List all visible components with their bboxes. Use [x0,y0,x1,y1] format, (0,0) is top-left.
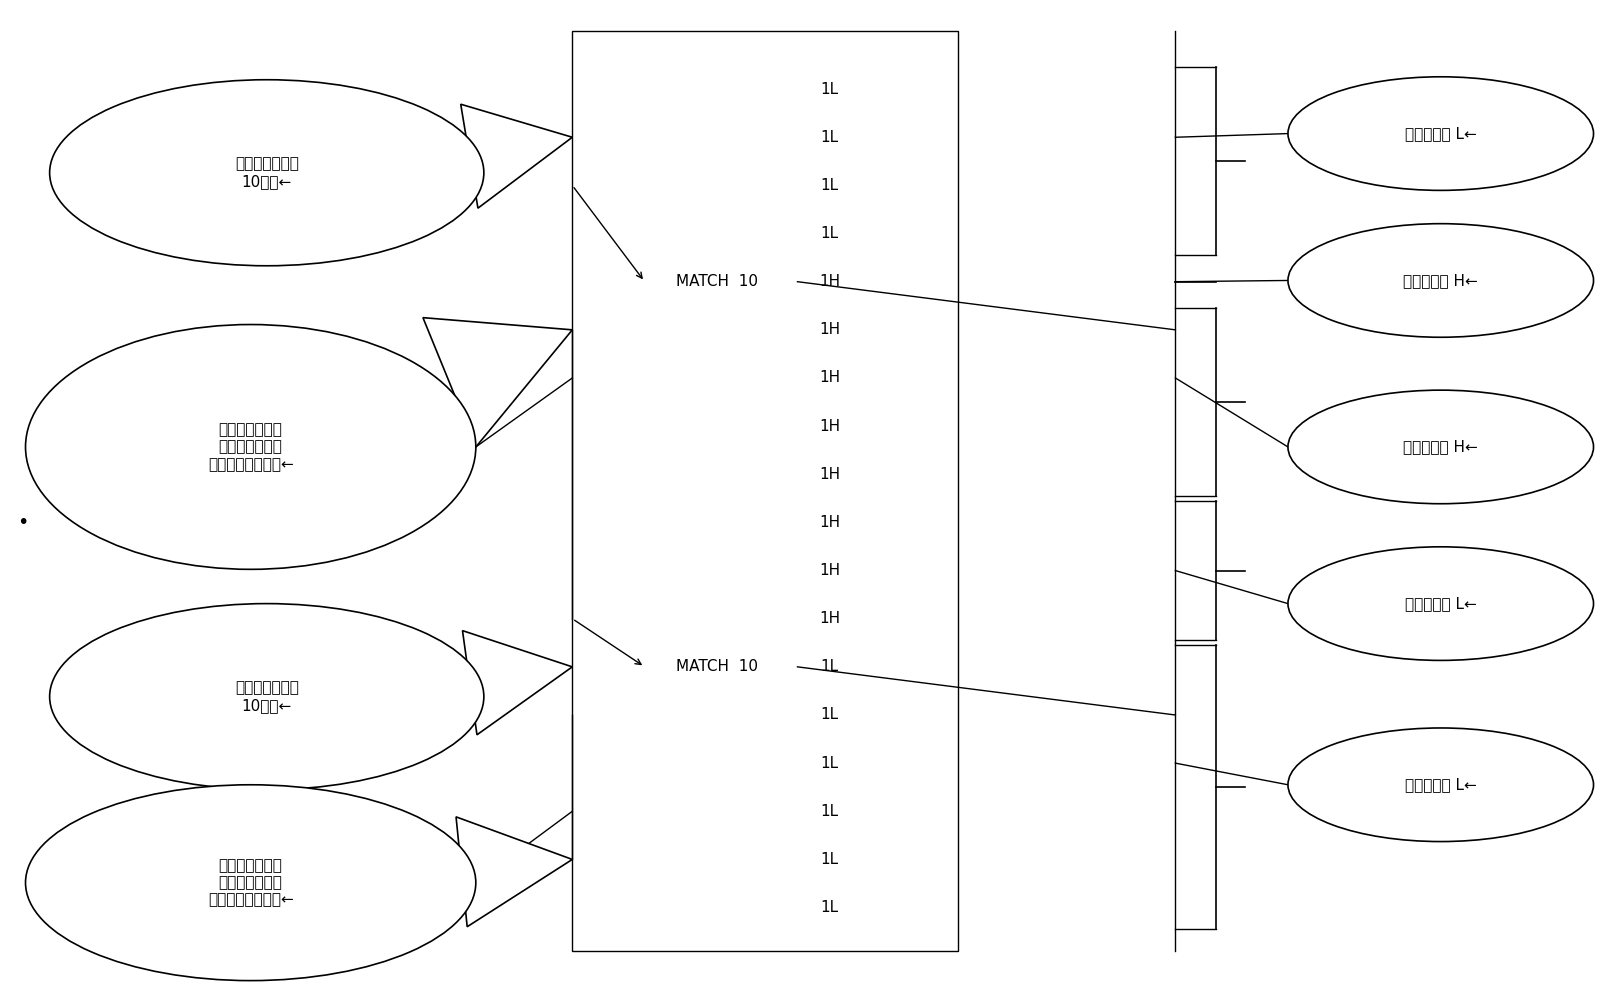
Text: 如果匹配到低电
压，就继续向下
执行；否则中止。←: 如果匹配到低电 压，就继续向下 执行；否则中止。← [208,858,293,907]
Text: 1L: 1L [820,659,839,675]
Text: 1L: 1L [820,226,839,241]
Polygon shape [1295,437,1303,458]
Ellipse shape [1287,224,1593,337]
Ellipse shape [1287,728,1593,842]
Text: 1H: 1H [818,322,841,338]
Ellipse shape [1287,77,1593,191]
Ellipse shape [26,324,475,570]
Ellipse shape [50,604,483,790]
Text: •: • [18,513,29,532]
Text: 比较高电平 H←: 比较高电平 H← [1403,439,1479,455]
Text: 1L: 1L [820,130,839,144]
Text: 1H: 1H [818,611,841,627]
Text: 1L: 1L [820,82,839,96]
Bar [572,30,959,952]
Polygon shape [424,317,572,447]
Polygon shape [1295,270,1303,291]
Text: 1H: 1H [818,563,841,578]
Text: 1L: 1L [820,755,839,771]
Text: MATCH  10: MATCH 10 [677,274,759,289]
Text: 1H: 1H [818,466,841,482]
Ellipse shape [50,80,483,266]
Polygon shape [462,630,572,735]
Text: MATCH  10: MATCH 10 [677,659,759,675]
Ellipse shape [26,785,475,981]
Text: 1L: 1L [820,804,839,819]
Text: 比较低电平 L←: 比较低电平 L← [1405,126,1477,141]
Polygon shape [1295,593,1303,614]
Text: 1L: 1L [820,707,839,723]
Text: 1L: 1L [820,178,839,192]
Text: 比较低电平 L←: 比较低电平 L← [1405,778,1477,792]
Ellipse shape [1287,547,1593,661]
Text: 匹配低电平 L←: 匹配低电平 L← [1405,596,1477,611]
Text: 1L: 1L [820,852,839,867]
Polygon shape [1295,775,1303,795]
Text: 匹配指令，匹配
10次。←: 匹配指令，匹配 10次。← [235,681,298,713]
Text: 1H: 1H [818,418,841,434]
Text: 匹配指令，匹配
10次。←: 匹配指令，匹配 10次。← [235,156,298,189]
Text: 1L: 1L [820,900,839,915]
Ellipse shape [1287,390,1593,504]
Text: 如果匹配到高电
压，就继续向下
执行；否则中止。←: 如果匹配到高电 压，就继续向下 执行；否则中止。← [208,422,293,471]
Text: 1H: 1H [818,515,841,530]
Polygon shape [461,104,572,208]
Text: 1H: 1H [818,274,841,289]
Polygon shape [1295,124,1303,143]
Text: 匹配高电平 H←: 匹配高电平 H← [1403,273,1479,288]
Polygon shape [456,817,572,927]
Text: 1H: 1H [818,370,841,386]
